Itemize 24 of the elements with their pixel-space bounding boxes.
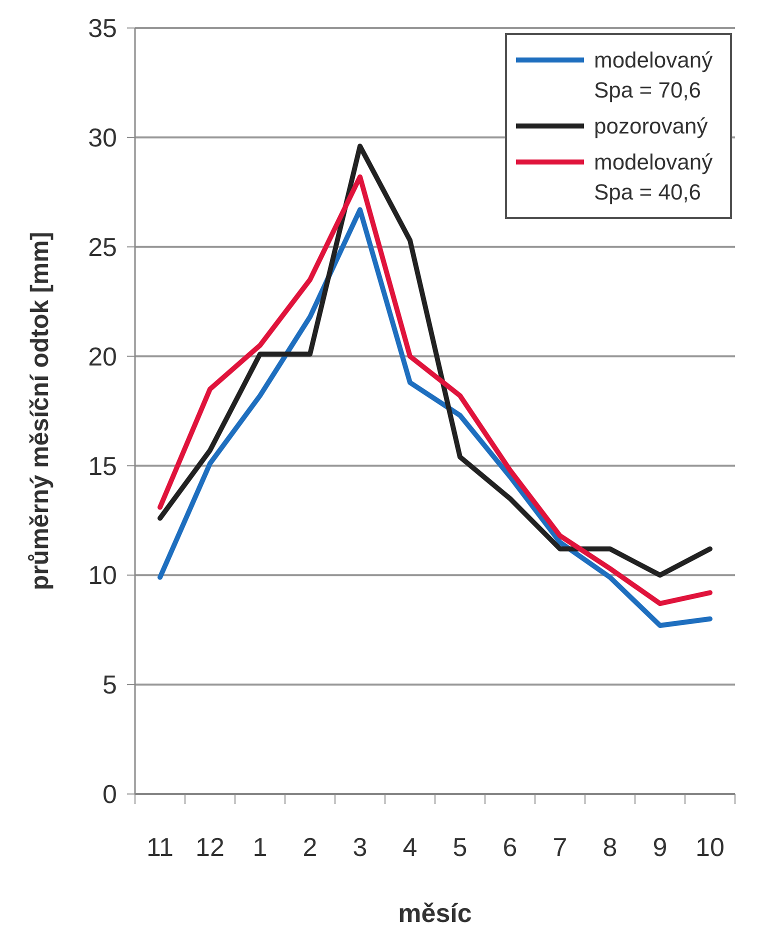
x-tick-label: 6 — [502, 832, 518, 862]
x-tick-label: 10 — [696, 832, 724, 862]
x-tick-label: 1 — [252, 832, 268, 862]
x-tick-label: 7 — [552, 832, 568, 862]
x-tick-label: 11 — [146, 832, 174, 862]
x-axis-title: měsíc — [398, 898, 472, 928]
y-tick-label: 30 — [88, 122, 117, 153]
legend-label: pozorovaný — [594, 114, 708, 139]
y-tick-label: 15 — [88, 450, 117, 481]
x-tick-label: 2 — [302, 832, 318, 862]
y-tick-label: 0 — [102, 779, 117, 810]
y-tick-label: 5 — [102, 670, 117, 700]
y-tick-label: 20 — [88, 341, 117, 372]
y-tick-label: 35 — [88, 13, 117, 44]
y-tick-label: 10 — [88, 560, 117, 590]
y-axis-title: průměrný měsíční odtok [mm] — [26, 232, 54, 590]
x-tick-label: 4 — [402, 832, 418, 862]
x-tick-label: 3 — [352, 832, 368, 862]
x-tick-label: 8 — [602, 832, 618, 862]
x-tick-label: 12 — [196, 832, 224, 862]
x-tick-label: 9 — [652, 832, 668, 862]
x-tick-label: 5 — [452, 832, 468, 862]
y-tick-label: 25 — [88, 232, 117, 262]
legend-label: modelovaný Spa = 40,6 — [594, 150, 713, 205]
